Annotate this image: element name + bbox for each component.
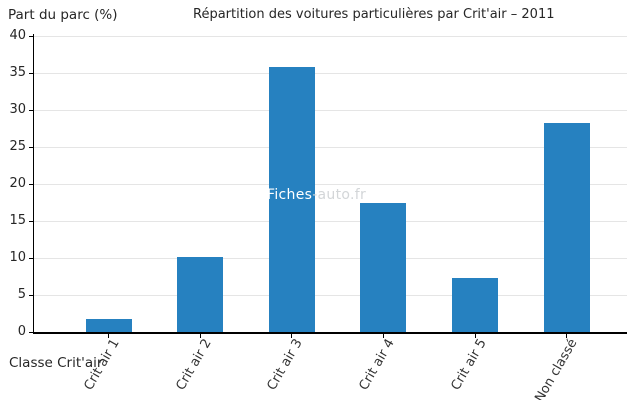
x-axis-tick xyxy=(108,334,109,338)
chart-title: Répartition des voitures particulières p… xyxy=(193,7,555,22)
gridline xyxy=(34,35,627,37)
watermark-text-over-background: -auto.fr xyxy=(312,187,367,203)
x-axis-tick xyxy=(199,334,201,338)
x-tick-label: Non classé xyxy=(532,336,581,400)
gridline xyxy=(34,257,627,259)
bar-crit-air-3 xyxy=(268,67,315,332)
y-tick-label: 40 xyxy=(9,28,26,43)
y-tick-label: 25 xyxy=(9,139,26,154)
y-axis-tick xyxy=(29,183,33,185)
y-tick-label: 5 xyxy=(17,287,26,302)
gridline xyxy=(34,109,627,111)
y-axis-title: Part du parc (%) xyxy=(8,7,118,23)
gridline xyxy=(34,72,627,74)
gridline xyxy=(34,220,627,222)
x-axis-tick xyxy=(291,334,293,338)
y-axis-tick xyxy=(29,220,33,222)
x-tick-label: Crit air 5 xyxy=(447,336,490,394)
y-axis-tick xyxy=(29,72,33,74)
x-axis-tick xyxy=(474,334,476,338)
watermark-text-over-bar: Fiches xyxy=(267,187,313,203)
y-tick-label: 20 xyxy=(9,176,26,191)
x-axis-tick xyxy=(382,334,384,338)
y-axis-line xyxy=(32,34,34,334)
y-axis-tick xyxy=(29,146,33,148)
y-axis-tick xyxy=(29,35,33,37)
gridline xyxy=(34,294,627,296)
y-tick-label: 35 xyxy=(9,65,26,80)
bar-crit-air-4 xyxy=(360,203,407,332)
x-axis-line xyxy=(32,332,627,334)
y-tick-label: 10 xyxy=(9,250,26,265)
bar-non-class- xyxy=(543,123,590,332)
y-axis-tick xyxy=(29,109,33,111)
x-axis-title: Classe Crit'air xyxy=(9,355,103,371)
gridline xyxy=(34,183,627,185)
y-axis-tick xyxy=(29,294,33,296)
y-tick-label: 30 xyxy=(9,102,26,117)
x-tick-label: Crit air 4 xyxy=(356,336,398,394)
x-tick-label: Crit air 3 xyxy=(264,336,306,394)
watermark: Fiches-auto.fr xyxy=(267,188,366,203)
plot-area: Fiches-auto.fr 0 5 10 15 20 25 30 35 40 Crit air… xyxy=(9,28,627,400)
y-tick-label: 0 xyxy=(17,324,26,339)
gridline xyxy=(34,146,627,148)
y-tick-label: 15 xyxy=(9,213,26,228)
bar-crit-air-5 xyxy=(452,277,499,332)
bar-crit-air-1 xyxy=(85,318,132,332)
y-axis-tick xyxy=(29,331,33,333)
y-axis-tick xyxy=(29,257,33,259)
x-axis-tick xyxy=(566,334,568,338)
x-tick-label: Crit air 2 xyxy=(173,336,215,394)
bar-crit-air-2 xyxy=(177,257,224,332)
